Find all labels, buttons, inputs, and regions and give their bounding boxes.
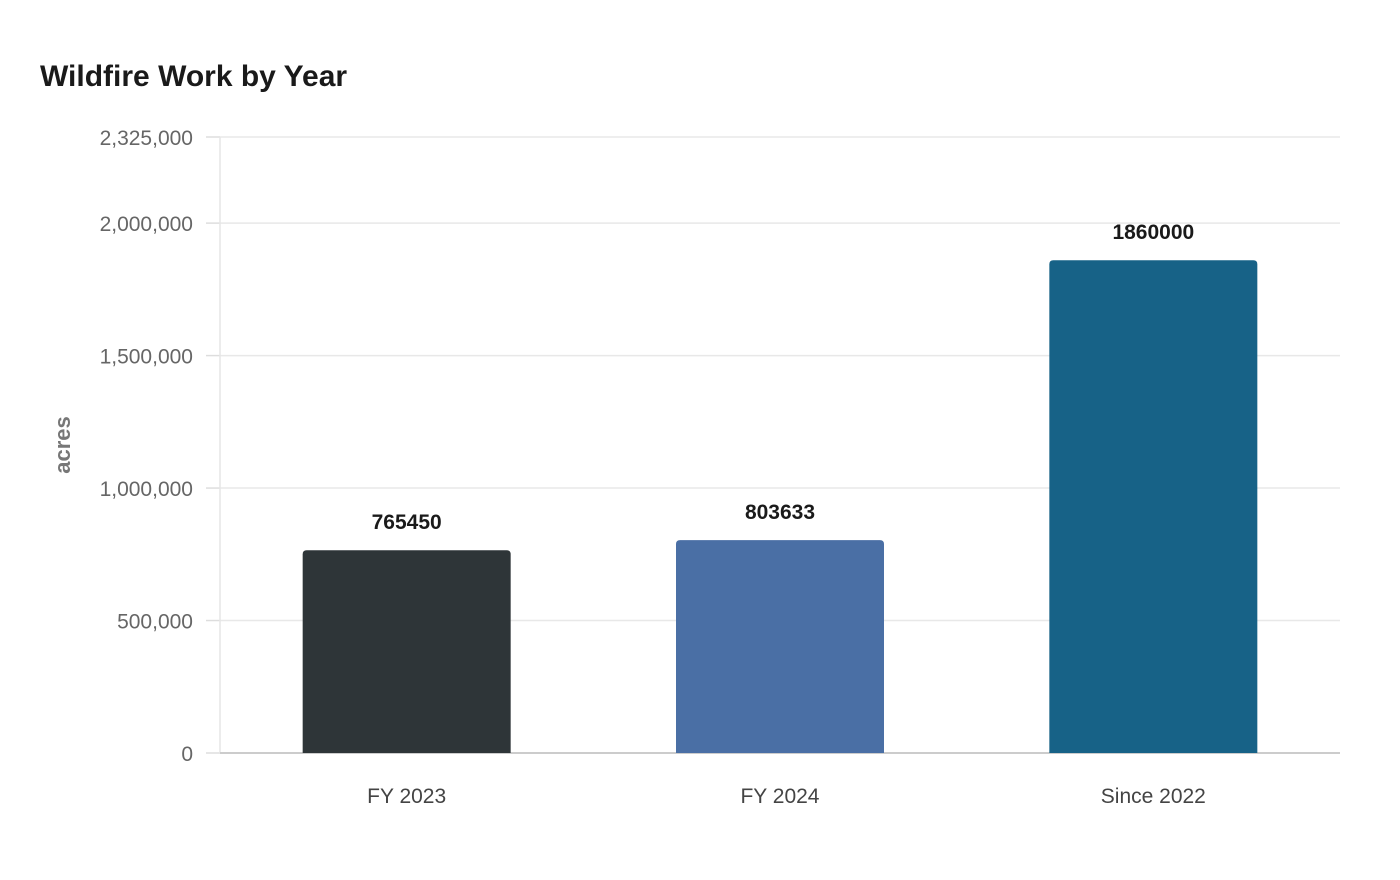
- chart-title: Wildfire Work by Year: [40, 60, 348, 93]
- y-axis-title: acres: [50, 416, 75, 474]
- y-tick-label: 2,325,000: [100, 127, 193, 150]
- x-category-label: Since 2022: [1101, 785, 1206, 808]
- data-label: 1860000: [1112, 221, 1194, 244]
- bars: [302, 260, 1258, 753]
- data-label: 803633: [745, 501, 815, 524]
- x-category-label: FY 2024: [740, 785, 819, 808]
- x-category-label: FY 2023: [367, 785, 446, 808]
- data-label: 765450: [372, 511, 442, 534]
- y-tick-label: 1,500,000: [100, 346, 193, 369]
- y-tick-label: 500,000: [117, 611, 193, 634]
- bar: [676, 540, 884, 753]
- bar: [1049, 260, 1258, 753]
- y-tick-label: 1,000,000: [100, 478, 193, 501]
- y-tick-label: 2,000,000: [100, 213, 193, 236]
- bar: [302, 550, 511, 753]
- labels: 0 500,000 1,000,000 1,500,000 2,000,000 2,325…: [100, 127, 1206, 808]
- y-tick-label: 0: [181, 743, 193, 766]
